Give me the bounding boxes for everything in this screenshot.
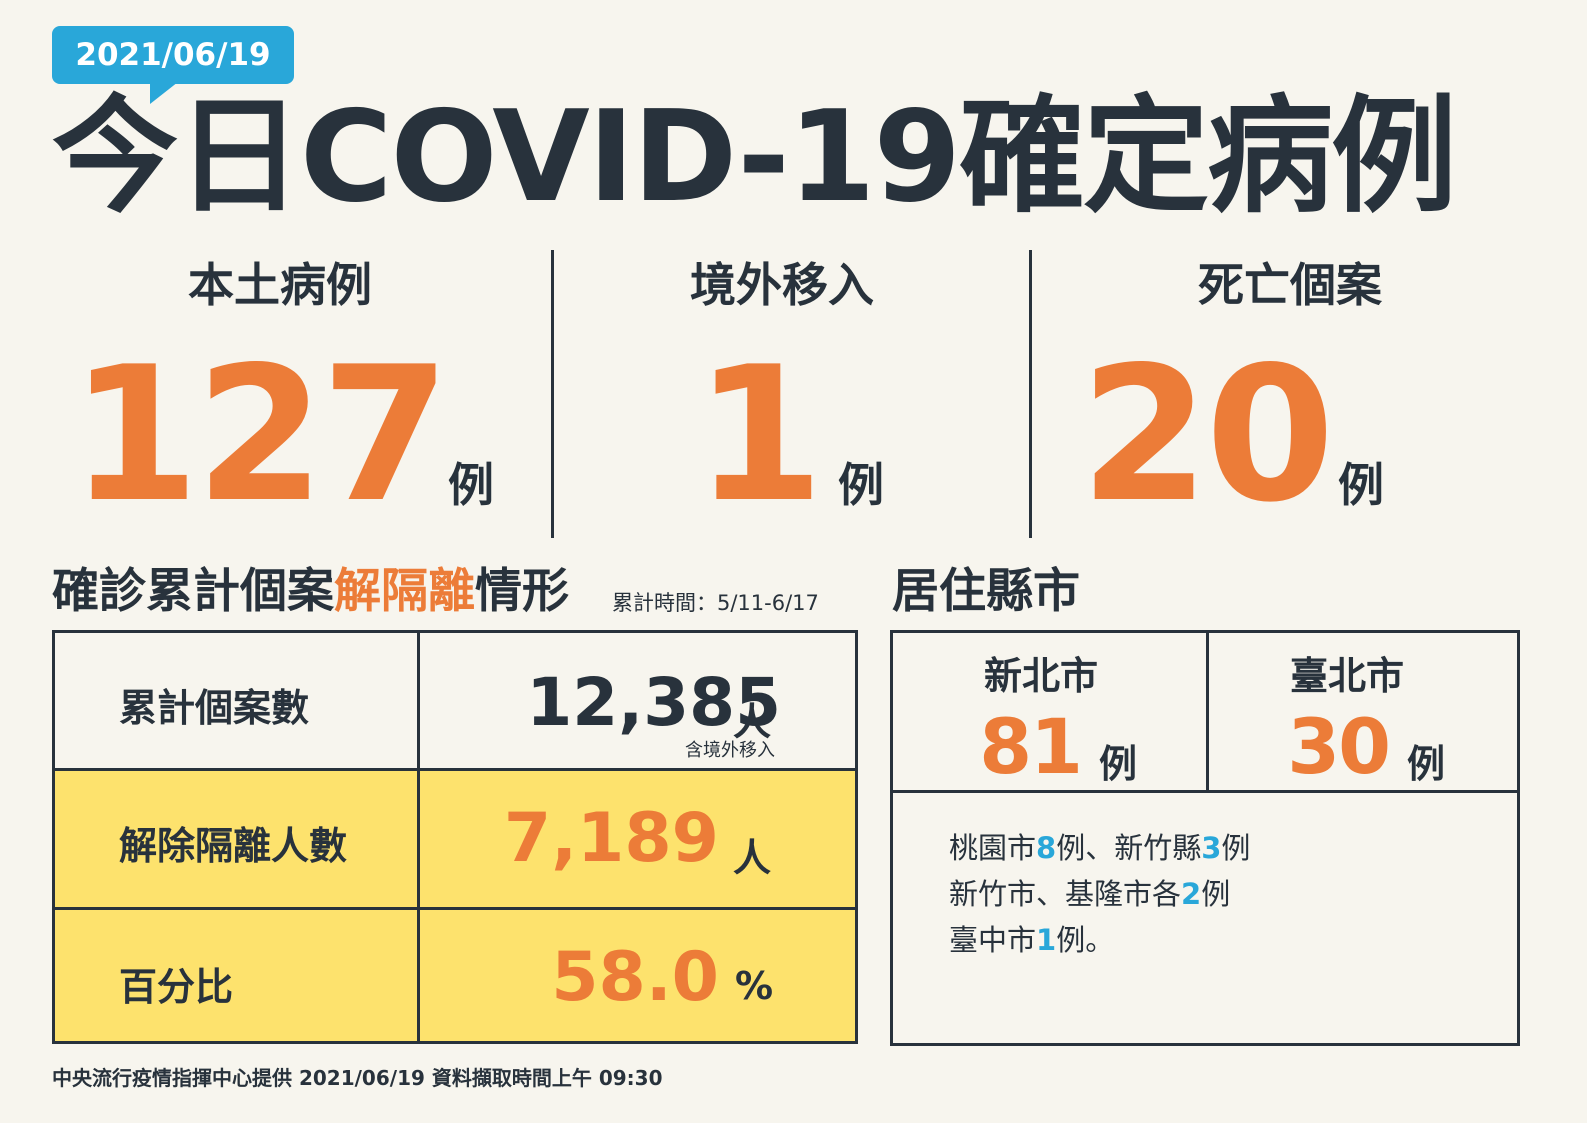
table-row: 累計個案數 12,385 人 含境外移入 [55, 633, 855, 771]
footer-source: 中央流行疫情指揮中心提供 2021/06/19 資料擷取時間上午 09:30 [52, 1066, 663, 1090]
page-title: 今日COVID-19確定病例 [52, 83, 1457, 230]
residence-section-title: 居住縣市 [892, 564, 1080, 619]
city-text: 例。 [1056, 923, 1115, 957]
row-value-total-cases: 12,385 [526, 664, 781, 741]
stat-unit-local: 例 [448, 458, 494, 512]
cell-divider [1206, 633, 1209, 790]
isolation-title-post: 情形 [475, 564, 569, 619]
city-unit-new-taipei: 例 [1099, 742, 1138, 786]
isolation-period-note: 累計時間：5/11-6/17 [612, 591, 819, 615]
city-text: 例 [1221, 831, 1251, 865]
row-label-released: 解除隔離人數 [119, 824, 348, 868]
city-list-line: 桃園市8例、新竹縣3例 [949, 825, 1250, 867]
row-label-percent: 百分比 [119, 965, 234, 1009]
row-value-percent: 58.0 [551, 938, 719, 1017]
cell-divider [417, 771, 420, 907]
residence-box: 新北市 81 例 臺北市 30 例 桃園市8例、新竹縣3例 新竹市、基隆市各2例臺… [890, 630, 1520, 1046]
city-unit-taipei: 例 [1407, 742, 1446, 786]
row-unit-percent: % [735, 964, 774, 1008]
row-unit-total-cases: 人 [733, 700, 772, 744]
city-count: 8 [1036, 831, 1057, 865]
stat-value-imported: 1 [694, 326, 824, 543]
city-value-taipei: 30 [1287, 702, 1391, 791]
date-badge: 2021/06/19 [52, 26, 294, 84]
cell-divider [417, 633, 420, 768]
table-row: 解除隔離人數 7,189 人 [55, 771, 855, 910]
date-badge-pointer [150, 82, 178, 104]
cell-divider [417, 910, 420, 1041]
date-text: 2021/06/19 [75, 37, 271, 73]
city-count: 2 [1181, 877, 1202, 911]
city-text: 臺中市 [949, 923, 1037, 957]
stat-unit-imported: 例 [838, 458, 884, 512]
stat-divider [551, 250, 554, 538]
city-name-taipei: 臺北市 [1289, 654, 1404, 698]
city-count: 3 [1201, 831, 1222, 865]
row-value-released: 7,189 [503, 799, 719, 878]
isolation-title-pre: 確診累計個案 [52, 564, 334, 619]
table-row: 百分比 58.0 % [55, 910, 855, 1041]
city-name-new-taipei: 新北市 [983, 654, 1098, 698]
stat-value-local: 127 [70, 326, 450, 543]
row-label-total-cases: 累計個案數 [119, 686, 310, 730]
city-count: 1 [1036, 923, 1057, 957]
city-value-new-taipei: 81 [979, 702, 1083, 791]
residence-top-cities: 新北市 81 例 臺北市 30 例 [893, 633, 1517, 793]
city-list-line: 臺中市1例。 [949, 917, 1114, 959]
city-text: 新竹市、基隆市各 [949, 877, 1182, 911]
isolation-table: 累計個案數 12,385 人 含境外移入 解除隔離人數 7,189 人 百分比 … [52, 630, 858, 1044]
city-text: 例 [1201, 877, 1231, 911]
row-sub-note: 含境外移入 [685, 740, 775, 761]
row-unit-released: 人 [733, 836, 772, 880]
stat-divider [1029, 250, 1032, 538]
city-text: 例、新竹縣 [1056, 831, 1202, 865]
stat-value-deaths: 20 [1080, 326, 1335, 543]
city-text: 桃園市 [949, 831, 1037, 865]
stat-label-deaths: 死亡個案 [1198, 258, 1382, 312]
stat-label-local: 本土病例 [188, 258, 372, 312]
isolation-section-title: 確診累計個案解隔離情形 [52, 560, 569, 624]
isolation-title-highlight: 解隔離 [334, 564, 475, 619]
stat-unit-deaths: 例 [1338, 458, 1384, 512]
city-list-line: 新竹市、基隆市各2例 [949, 871, 1230, 913]
stat-label-imported: 境外移入 [690, 258, 874, 312]
